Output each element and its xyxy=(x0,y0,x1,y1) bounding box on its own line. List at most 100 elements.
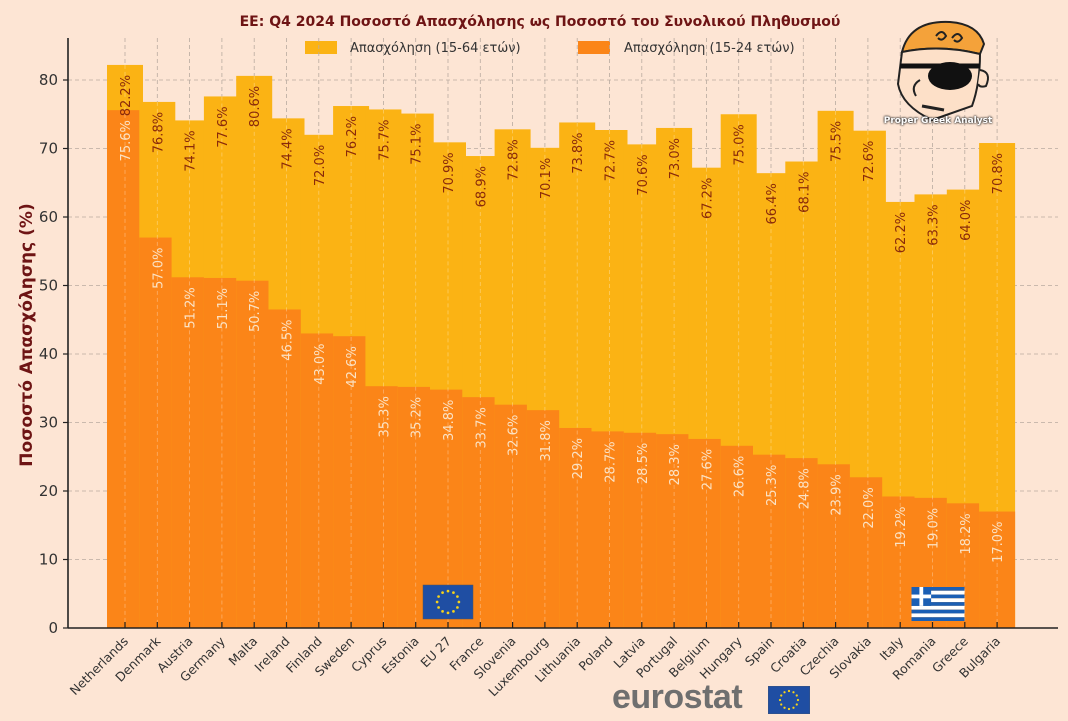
x-tick-label: Poland xyxy=(576,634,616,674)
data-label-young: 42.6% xyxy=(345,346,360,387)
data-label-total: 74.1% xyxy=(184,130,199,171)
data-label-total: 75.0% xyxy=(733,124,748,165)
bar-young xyxy=(849,477,886,628)
cartoon-character-sunglasses-icon xyxy=(880,14,995,132)
data-label-total: 68.1% xyxy=(797,172,812,213)
data-label-young: 27.6% xyxy=(700,449,715,490)
data-label-young: 75.6% xyxy=(119,120,134,161)
legend-swatch-young xyxy=(578,41,610,54)
data-label-young: 33.7% xyxy=(474,407,489,448)
y-axis-ticks: 0 10 20 30 40 50 60 70 80 xyxy=(39,71,68,637)
y-tick-label: 20 xyxy=(39,482,58,500)
y-axis-label: Ποσοστό Απασχόλησης (%) xyxy=(17,203,37,466)
data-label-young: 18.2% xyxy=(959,513,974,554)
data-label-young: 22.0% xyxy=(862,487,877,528)
data-label-total: 75.7% xyxy=(377,119,392,160)
data-label-young: 28.3% xyxy=(668,444,683,485)
data-label-young: 46.5% xyxy=(281,319,296,360)
data-labels: 82.2% 75.6% 76.8% 57.0% 74.1% 51.2% 77.6% 51.1%… xyxy=(119,75,1006,563)
bar-young xyxy=(494,404,531,628)
bar-young xyxy=(591,431,628,628)
bar-young xyxy=(720,445,757,628)
data-label-total: 64.0% xyxy=(959,200,974,241)
data-label-total: 75.5% xyxy=(830,121,845,162)
data-label-total: 67.2% xyxy=(700,178,715,219)
flag-markers xyxy=(422,584,965,621)
y-tick-label: 10 xyxy=(39,551,58,569)
bar-young xyxy=(107,110,143,628)
data-label-young: 25.3% xyxy=(765,465,780,506)
data-label-young: 34.8% xyxy=(442,400,457,441)
bar-young xyxy=(526,410,563,628)
y-tick-label: 70 xyxy=(39,140,58,158)
y-tick-label: 50 xyxy=(39,277,58,295)
data-label-young: 43.0% xyxy=(313,343,328,384)
data-label-total: 68.9% xyxy=(474,166,489,207)
y-tick-label: 80 xyxy=(39,71,58,89)
data-label-total: 73.0% xyxy=(668,138,683,179)
chart-title: ΕΕ: Q4 2024 Ποσοστό Απασχόλησης ως Ποσοσ… xyxy=(240,14,841,30)
data-label-young: 57.0% xyxy=(151,248,166,289)
bar-young xyxy=(203,277,240,628)
data-label-young: 29.2% xyxy=(571,438,586,479)
y-tick-label: 40 xyxy=(39,345,58,363)
bar-young xyxy=(268,309,305,628)
data-label-total: 72.7% xyxy=(604,140,619,181)
legend-label-young: Απασχόληση (15-24 ετών) xyxy=(624,41,795,56)
y-tick-label: 60 xyxy=(39,208,58,226)
data-label-young: 32.6% xyxy=(507,415,522,456)
data-label-young: 50.7% xyxy=(248,291,263,332)
data-label-young: 28.7% xyxy=(604,441,619,482)
bars xyxy=(107,64,1016,629)
data-label-total: 74.4% xyxy=(281,128,296,169)
bar-young xyxy=(300,333,337,628)
data-label-young: 51.1% xyxy=(216,288,231,329)
data-label-young: 19.2% xyxy=(894,506,909,547)
bar-young xyxy=(171,277,208,628)
legend: Απασχόληση (15-64 ετών) Απασχόληση (15-2… xyxy=(305,41,795,56)
bar-young xyxy=(139,237,176,629)
data-label-total: 70.1% xyxy=(539,158,554,199)
eu-flag-icon xyxy=(422,584,474,620)
data-label-total: 73.8% xyxy=(571,132,586,173)
bar-young xyxy=(817,464,854,628)
data-label-young: 28.5% xyxy=(636,443,651,484)
bar-young xyxy=(979,511,1016,628)
legend-swatch-total xyxy=(305,41,337,54)
bar-young xyxy=(753,454,789,628)
data-label-total: 70.9% xyxy=(442,152,457,193)
data-label-total: 72.0% xyxy=(313,145,328,186)
greece-flag-icon xyxy=(911,587,965,621)
y-tick-label: 30 xyxy=(39,414,58,432)
data-label-total: 80.6% xyxy=(248,86,263,127)
data-label-young: 24.8% xyxy=(797,468,812,509)
bar-young xyxy=(365,386,402,628)
data-label-total: 76.2% xyxy=(345,116,360,157)
data-label-total: 72.8% xyxy=(507,139,522,180)
legend-label-total: Απασχόληση (15-64 ετών) xyxy=(350,41,521,56)
data-label-total: 70.6% xyxy=(636,154,651,195)
bar-young xyxy=(236,280,273,628)
data-label-total: 75.1% xyxy=(410,124,425,165)
data-label-young: 51.2% xyxy=(184,287,199,328)
bar-young xyxy=(559,427,596,628)
data-label-young: 26.6% xyxy=(733,456,748,497)
data-label-total: 76.8% xyxy=(151,112,166,153)
data-label-total: 70.8% xyxy=(991,153,1006,194)
data-label-total: 62.2% xyxy=(894,212,909,253)
x-axis-ticks: NetherlandsDenmarkAustriaGermanyMaltaIre… xyxy=(67,622,1003,699)
y-tick-label: 0 xyxy=(48,619,58,637)
data-label-young: 35.2% xyxy=(410,397,425,438)
logo-caption: Proper Greek Analyst xyxy=(883,116,993,126)
bar-young xyxy=(688,438,725,628)
data-label-young: 23.9% xyxy=(830,474,845,515)
data-label-young: 17.0% xyxy=(991,522,1006,563)
bar-young xyxy=(623,432,660,628)
eurostat-logo: eurostat xyxy=(612,678,743,716)
bar-young xyxy=(785,458,822,628)
data-label-total: 72.6% xyxy=(862,141,877,182)
data-label-young: 31.8% xyxy=(539,420,554,461)
bar-young xyxy=(656,434,693,628)
data-label-young: 19.0% xyxy=(927,508,942,549)
